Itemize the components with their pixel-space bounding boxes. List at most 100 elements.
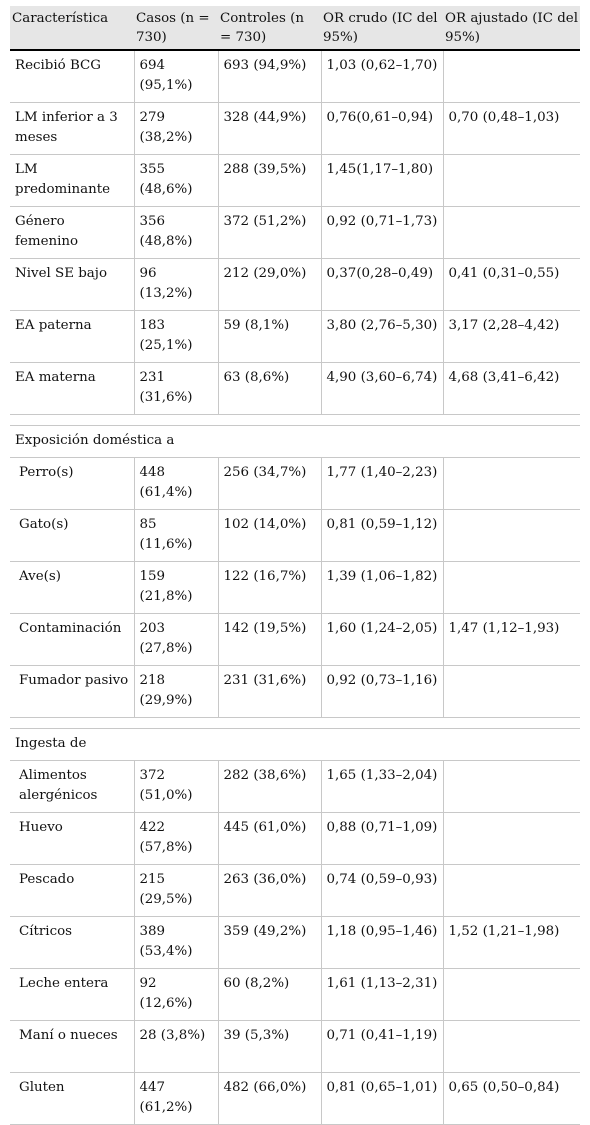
table-cell: 39 (5,3%) [217, 1020, 321, 1073]
table-cell [442, 154, 580, 207]
table-cell: 422 (57,8%) [133, 812, 218, 865]
table-row: Huevo 422 (57,8%) 445 (61,0%) 0,88 (0,71–1,… [10, 812, 580, 865]
table-cell: 215 (29,5%) [133, 864, 218, 917]
table-cell: Cítricos [10, 916, 134, 969]
table-cell: LM predominante [10, 154, 134, 207]
table-cell: 1,47 (1,12–1,93) [442, 613, 580, 666]
table-cell: 183 (25,1%) [133, 310, 218, 363]
table-cell: 256 (34,7%) [217, 457, 321, 510]
table-row: Fumador pasivo 218 (29,9%) 231 (31,6%) 0,92… [10, 665, 580, 718]
table-cell: 355 (48,6%) [133, 154, 218, 207]
table-cell: 0,70 (0,48–1,03) [442, 102, 580, 155]
table-cell: 263 (36,0%) [217, 864, 321, 917]
table-cell: 3,80 (2,76–5,30) [320, 310, 443, 363]
table-cell: Leche entera [10, 968, 134, 1021]
section-header: Exposición doméstica a [10, 425, 580, 458]
table-cell: 142 (19,5%) [217, 613, 321, 666]
header-controls: Controles (n = 730) [218, 6, 321, 51]
table-cell: Ave(s) [10, 561, 134, 614]
table-cell: 445 (61,0%) [217, 812, 321, 865]
table-cell: 1,18 (0,95–1,46) [320, 916, 443, 969]
table-row: EA materna 231 (31,6%) 63 (8,6%) 4,90 (3,60… [10, 362, 580, 415]
table-cell: 1,60 (1,24–2,05) [320, 613, 443, 666]
table-cell: 372 (51,2%) [217, 206, 321, 259]
section-header-row: Ingesta de [10, 728, 580, 761]
spacer-cell [10, 414, 580, 426]
table-cell: 693 (94,9%) [217, 50, 321, 103]
table-cell: 60 (8,2%) [217, 968, 321, 1021]
table-cell: Gato(s) [10, 509, 134, 562]
table-cell: Maní o nueces [10, 1020, 134, 1073]
table-cell: 63 (8,6%) [217, 362, 321, 415]
table-cell: 102 (14,0%) [217, 509, 321, 562]
table-cell: 0,37(0,28–0,49) [320, 258, 443, 311]
table-cell: Recibió BCG [10, 50, 134, 103]
table-row: Gato(s) 85 (11,6%) 102 (14,0%) 0,81 (0,59–1… [10, 509, 580, 562]
table-cell: 122 (16,7%) [217, 561, 321, 614]
spacer-cell [10, 717, 580, 729]
table-cell: 0,76(0,61–0,94) [320, 102, 443, 155]
table-cell: 356 (48,8%) [133, 206, 218, 259]
table-cell: 96 (13,2%) [133, 258, 218, 311]
header-or-adjusted: OR ajustado (IC del 95%) [443, 6, 580, 51]
table-cell: 203 (27,8%) [133, 613, 218, 666]
table-cell [442, 760, 580, 813]
table-cell: 3,17 (2,28–4,42) [442, 310, 580, 363]
table-cell: Huevo [10, 812, 134, 865]
section-header: Ingesta de [10, 728, 580, 761]
table-cell: 279 (38,2%) [133, 102, 218, 155]
table-cell: 448 (61,4%) [133, 457, 218, 510]
table-cell: Contaminación [10, 613, 134, 666]
table-cell: 1,39 (1,06–1,82) [320, 561, 443, 614]
table-cell: 0,41 (0,31–0,55) [442, 258, 580, 311]
table-cell [442, 1020, 580, 1073]
table-cell: 359 (49,2%) [217, 916, 321, 969]
table-cell: 0,81 (0,59–1,12) [320, 509, 443, 562]
table-cell: 1,52 (1,21–1,98) [442, 916, 580, 969]
section-header-row: Exposición doméstica a [10, 425, 580, 458]
table-cell [442, 457, 580, 510]
table-cell: 159 (21,8%) [133, 561, 218, 614]
table-cell: 212 (29,0%) [217, 258, 321, 311]
table-cell: 1,03 (0,62–1,70) [320, 50, 443, 103]
table-cell: 28 (3,8%) [133, 1020, 218, 1073]
table-cell: 282 (38,6%) [217, 760, 321, 813]
table-row: EA paterna 183 (25,1%) 59 (8,1%) 3,80 (2,76… [10, 310, 580, 363]
table-cell [442, 864, 580, 917]
table-cell: 0,71 (0,41–1,19) [320, 1020, 443, 1073]
table-cell: 1,65 (1,33–2,04) [320, 760, 443, 813]
results-table: Característica Casos (n = 730) Controles… [10, 6, 580, 1125]
table-row: Gluten 447 (61,2%) 482 (66,0%) 0,81 (0,65–1… [10, 1072, 580, 1125]
table-row: Género femenino 356 (48,8%) 372 (51,2%) 0,9… [10, 206, 580, 259]
table-cell: Alimentos alergénicos [10, 760, 134, 813]
header-row: Característica Casos (n = 730) Controles… [10, 6, 580, 51]
table-cell: EA paterna [10, 310, 134, 363]
table-cell: 85 (11,6%) [133, 509, 218, 562]
table-cell: 328 (44,9%) [217, 102, 321, 155]
table-cell: Gluten [10, 1072, 134, 1125]
table-cell [442, 561, 580, 614]
table-cell: 1,45(1,17–1,80) [320, 154, 443, 207]
table-cell: 218 (29,9%) [133, 665, 218, 718]
table-row: Maní o nueces 28 (3,8%) 39 (5,3%) 0,71 (0,4… [10, 1020, 580, 1073]
table-cell [442, 665, 580, 718]
table-row: Recibió BCG 694 (95,1%) 693 (94,9%) 1,03 (0… [10, 50, 580, 103]
table-cell: 0,92 (0,73–1,16) [320, 665, 443, 718]
table-cell: 231 (31,6%) [133, 362, 218, 415]
header-characteristic: Característica [10, 6, 134, 51]
table-row: Nivel SE bajo 96 (13,2%) 212 (29,0%) 0,37(0… [10, 258, 580, 311]
section-spacer [10, 414, 580, 426]
table-cell: 0,88 (0,71–1,09) [320, 812, 443, 865]
table-cell: LM inferior a 3 meses [10, 102, 134, 155]
table-cell: Pescado [10, 864, 134, 917]
table-cell: Nivel SE bajo [10, 258, 134, 311]
table-cell: 288 (39,5%) [217, 154, 321, 207]
table-cell: Fumador pasivo [10, 665, 134, 718]
table-cell [442, 509, 580, 562]
table-cell [442, 206, 580, 259]
table-cell: 694 (95,1%) [133, 50, 218, 103]
table-cell: 0,65 (0,50–0,84) [442, 1072, 580, 1125]
table-cell: EA materna [10, 362, 134, 415]
table-cell: 4,68 (3,41–6,42) [442, 362, 580, 415]
section-spacer [10, 717, 580, 729]
